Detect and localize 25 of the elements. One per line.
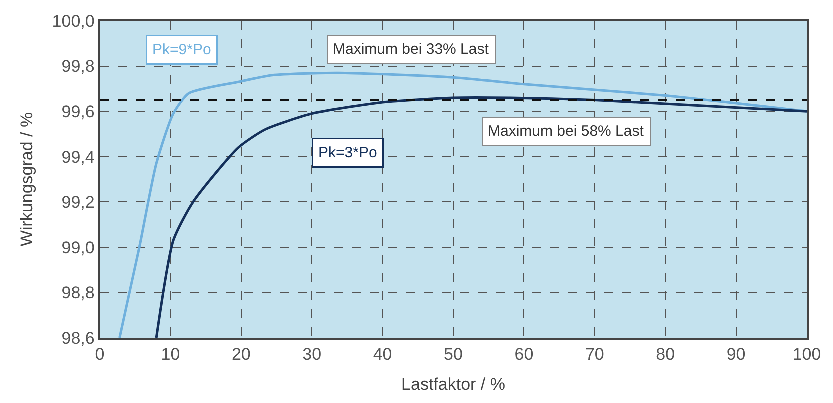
x-tick-label: 40 (373, 345, 392, 364)
x-tick-label: 90 (726, 345, 746, 364)
y-tick-label: 99,8 (62, 57, 95, 76)
series-label: Pk=9*Po (152, 42, 212, 58)
x-tick-label: 60 (514, 345, 534, 364)
x-tick-label: 100 (792, 345, 822, 364)
x-tick-label: 20 (232, 345, 251, 364)
x-tick-label: 80 (656, 345, 676, 364)
y-tick-label: 99,4 (62, 148, 95, 167)
y-tick-label: 100,0 (52, 12, 95, 31)
x-tick-label: 70 (585, 345, 604, 364)
annotation: Maximum bei 33% Last (333, 41, 490, 58)
text: Pk=3*Po (318, 144, 378, 162)
x-axis-title: Lastfaktor / % (402, 375, 506, 394)
y-tick-label: 99,6 (62, 102, 95, 122)
x-tick-label: 50 (444, 345, 463, 364)
x-tick-label: 0 (95, 345, 105, 364)
y-tick-label: 98,8 (62, 284, 95, 303)
y-tick-label: 98,6 (62, 328, 95, 348)
x-tick-label: 10 (161, 345, 180, 364)
annotation: Maximum bei 58% Last (488, 123, 645, 140)
y-axis-title: Wirkungsgrad / % (17, 112, 36, 247)
y-tick-label: 99,0 (62, 238, 95, 258)
y-tick-label: 99,2 (62, 193, 95, 212)
x-tick-label: 30 (302, 345, 322, 364)
